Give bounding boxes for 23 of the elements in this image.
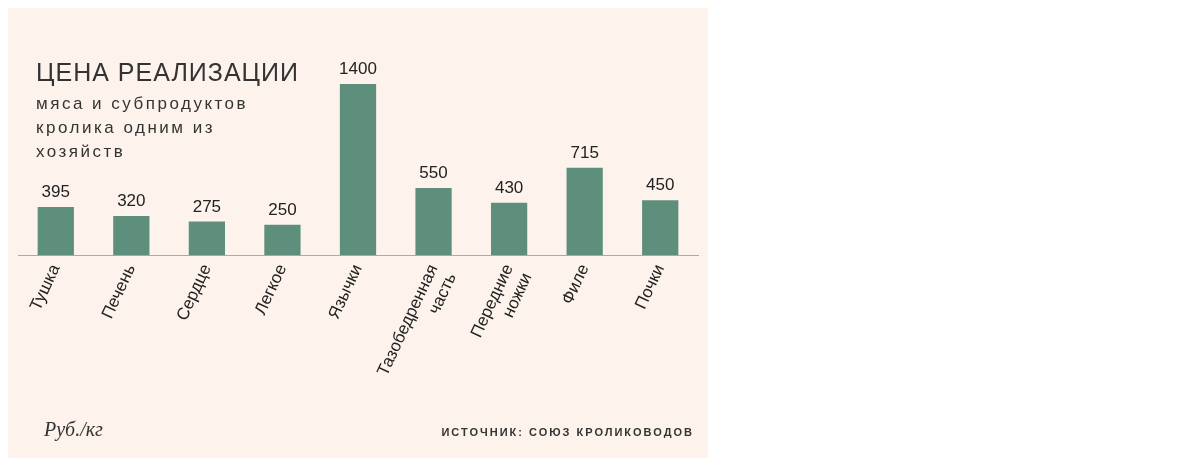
x-tick-label: Филе [557, 261, 593, 308]
bar [339, 84, 377, 256]
data-label: 250 [268, 199, 297, 219]
data-label: 715 [570, 142, 599, 162]
data-label: 430 [494, 177, 524, 197]
data-label: 550 [419, 163, 448, 183]
data-label: 1400 [339, 59, 377, 79]
bar [415, 187, 452, 256]
data-label: 395 [41, 182, 70, 202]
chart-title: ЦЕНА РЕАЛИЗАЦИИ [36, 58, 299, 87]
bar [264, 224, 301, 256]
bar [188, 221, 226, 256]
data-label: 320 [117, 191, 146, 211]
bar [566, 167, 603, 256]
text: Руб./кг [44, 418, 103, 441]
text: ИСТОЧНИК: СОЮЗ КРОЛИКОВОДОВ [441, 426, 694, 438]
data-label: 275 [192, 196, 222, 216]
data-label: 450 [646, 175, 675, 195]
bar [37, 206, 74, 256]
text: мяса и субпродуктов кролика одним из хозяйств [36, 93, 250, 163]
bar [642, 200, 679, 256]
bar [113, 216, 150, 256]
bar [490, 202, 528, 256]
